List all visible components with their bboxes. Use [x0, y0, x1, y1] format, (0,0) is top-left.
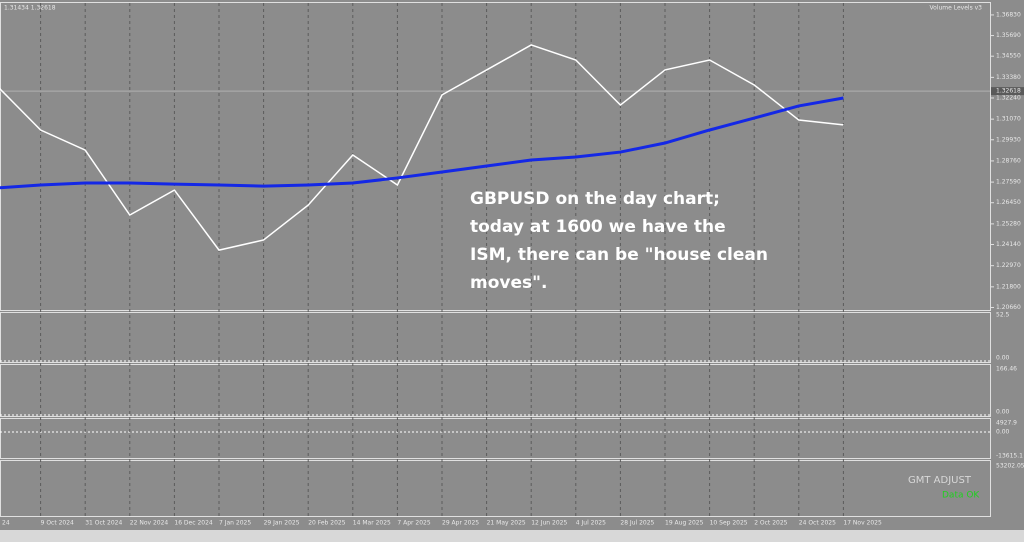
y-tick-label: 1.20660	[996, 304, 1021, 311]
y-tick-label: 1.35690	[996, 32, 1021, 39]
last-price-box	[991, 87, 1024, 96]
price-series	[0, 44, 844, 251]
histogram-panel	[0, 364, 991, 417]
y-tick-label: 1.33380	[996, 74, 1021, 81]
panel-label: -13615.1	[996, 453, 1023, 460]
y-tick-label: 1.29930	[996, 136, 1021, 143]
price-series	[0, 96, 844, 190]
x-tick-label: 12 Jun 2025	[531, 520, 567, 527]
panel-frames	[0, 2, 991, 517]
x-tick-label: 22 Nov 2024	[130, 520, 169, 527]
x-tick-label: 29 Apr 2025	[442, 520, 479, 527]
x-tick-label: 24 Oct 2025	[799, 520, 836, 527]
oscillator-panel	[0, 418, 991, 459]
y-tick-label: 1.36830	[996, 11, 1021, 18]
panel-label: 52.5	[996, 312, 1010, 319]
x-tick-label: 4 Jul 2025	[576, 520, 606, 527]
y-tick-label: 1.27590	[996, 179, 1021, 186]
panel-label: 166.46	[996, 366, 1017, 373]
x-tick-label: 28 Jul 2025	[620, 520, 654, 527]
panel-label: 53202.05	[996, 463, 1024, 470]
panel-label: 0.00	[996, 429, 1010, 436]
scroll-bar[interactable]	[0, 530, 1024, 542]
y-tick-label: 1.32240	[996, 94, 1021, 101]
x-tick-label: 21 May 2025	[487, 520, 526, 527]
x-tick-label: 16 Dec 2024	[174, 520, 213, 527]
status-data: Data OK	[942, 491, 980, 501]
panel-label: 0.00	[996, 355, 1010, 362]
annotation: today at 1600 we have the	[470, 217, 726, 237]
y-tick-label: 1.24140	[996, 241, 1021, 248]
x-tick-label: 7 Jan 2025	[219, 520, 251, 527]
y-tick-label: 1.22970	[996, 262, 1021, 269]
annotation: moves".	[470, 273, 547, 293]
header-prices: 1.31434 1.32618	[4, 5, 56, 12]
bottom-panel	[0, 460, 991, 517]
x-tick-label: 9 Oct 2024	[41, 520, 74, 527]
annotation: ISM, there can be "house clean	[470, 245, 768, 265]
y-tick-label: 1.25280	[996, 220, 1021, 227]
x-tick-label: 31 Oct 2024	[85, 520, 122, 527]
x-tick-label: 29 Jan 2025	[264, 520, 300, 527]
y-tick-label: 1.28760	[996, 157, 1021, 164]
x-tick-label: 14 Mar 2025	[353, 520, 391, 527]
x-tick-label: 10 Sep 2025	[710, 520, 748, 527]
y-tick-label: 1.26450	[996, 199, 1021, 206]
indicator-label: Volume Levels v3	[930, 5, 983, 12]
volume-panel	[0, 312, 991, 363]
x-tick-label: 20 Feb 2025	[308, 520, 346, 527]
x-tick-label: 17 Nov 2025	[843, 520, 882, 527]
panel-label: 0.00	[996, 409, 1010, 416]
last-price-label: 1.32618	[996, 88, 1021, 95]
x-tick-label: 19 Aug 2025	[665, 520, 704, 527]
y-tick-label: 1.31070	[996, 116, 1021, 123]
y-tick-label: 1.21800	[996, 283, 1021, 290]
price-panel	[0, 2, 991, 311]
annotation: GBPUSD on the day chart;	[470, 189, 720, 209]
status-gmt: GMT ADJUST	[908, 475, 972, 486]
x-tick-label: 7 Apr 2025	[397, 520, 430, 527]
panel-label: 4927.9	[996, 420, 1017, 427]
x-tick-label: 2 Oct 2025	[754, 520, 787, 527]
y-tick-label: 1.34550	[996, 53, 1021, 60]
x-tick-label: 24	[2, 520, 10, 527]
